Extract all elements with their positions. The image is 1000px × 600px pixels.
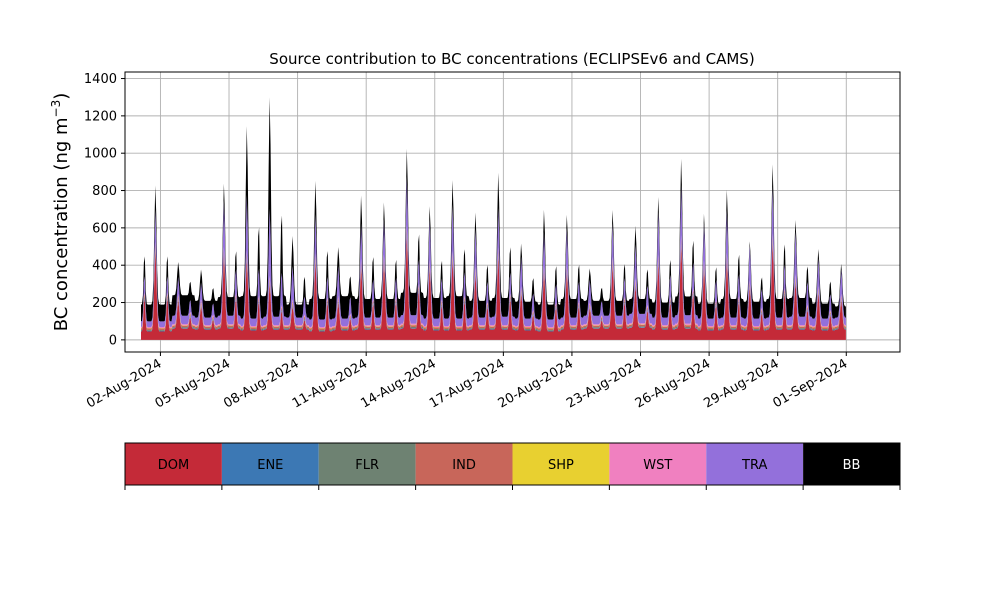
y-tick-label: 0 <box>109 333 117 348</box>
y-axis-label-superscript: −3 <box>49 100 63 118</box>
x-tick-label: 14-Aug-2024 <box>358 356 438 411</box>
y-tick-label: 1200 <box>84 109 117 124</box>
legend: DOM ENE FLR IND SHP WST TRA BB <box>124 442 901 490</box>
x-tick-label: 17-Aug-2024 <box>427 356 507 411</box>
area-ene <box>141 234 846 332</box>
y-tick-label: 800 <box>92 184 117 199</box>
x-tick-label: 23-Aug-2024 <box>564 356 644 411</box>
x-tick-label: 11-Aug-2024 <box>290 356 370 411</box>
x-tick-label: 08-Aug-2024 <box>221 356 301 411</box>
y-tick-label: 200 <box>92 296 117 311</box>
legend-label-shp: SHP <box>548 458 574 473</box>
y-tick-label: 1000 <box>84 147 117 162</box>
legend-swatch-ind <box>415 443 513 485</box>
legend-label-ene: ENE <box>257 458 283 473</box>
y-axis-label-main: BC concentration (ng m <box>51 117 72 331</box>
y-tick-label: 1400 <box>84 72 117 87</box>
legend-label-dom: DOM <box>158 458 189 473</box>
plot-frame <box>124 71 901 353</box>
x-tick-label: 05-Aug-2024 <box>153 356 233 411</box>
legend-label-tra: TRA <box>741 458 767 473</box>
plot-area: 0 200 400 600 800 1000 1200 1400 02-Aug-202405-A… <box>84 71 901 412</box>
area-wst <box>141 225 846 329</box>
area-flr <box>141 232 846 331</box>
legend-label-bb: BB <box>843 458 861 473</box>
x-tick-label: 29-Aug-2024 <box>701 356 781 411</box>
legend-swatch-tra <box>706 443 804 485</box>
area-shp <box>141 227 846 329</box>
legend-swatch-bb <box>803 443 900 485</box>
x-tick-label: 02-Aug-2024 <box>84 356 164 411</box>
legend-swatch-ene <box>221 443 319 485</box>
chart-title: Source contribution to BC concentrations… <box>269 50 754 68</box>
x-tick-label: 20-Aug-2024 <box>496 356 576 411</box>
legend-swatch-flr <box>318 443 416 485</box>
legend-label-flr: FLR <box>355 458 379 473</box>
area-tra <box>141 176 846 327</box>
area-bb <box>141 97 846 322</box>
y-tick-label: 600 <box>92 221 117 236</box>
legend-swatch-shp <box>512 443 610 485</box>
x-tick-label: 26-Aug-2024 <box>633 356 713 411</box>
y-tick-label: 400 <box>92 259 117 274</box>
area-dom <box>141 235 846 340</box>
legend-label-wst: WST <box>643 458 672 473</box>
legend-swatch-wst <box>609 443 707 485</box>
area-ind <box>141 228 846 330</box>
y-axis-label-close: ) <box>51 93 72 100</box>
legend-label-ind: IND <box>452 458 476 473</box>
x-tick-label: 01-Sep-2024 <box>770 356 850 411</box>
y-axis-label: BC concentration (ng m−3) <box>49 93 72 332</box>
legend-swatch-dom <box>125 443 222 485</box>
